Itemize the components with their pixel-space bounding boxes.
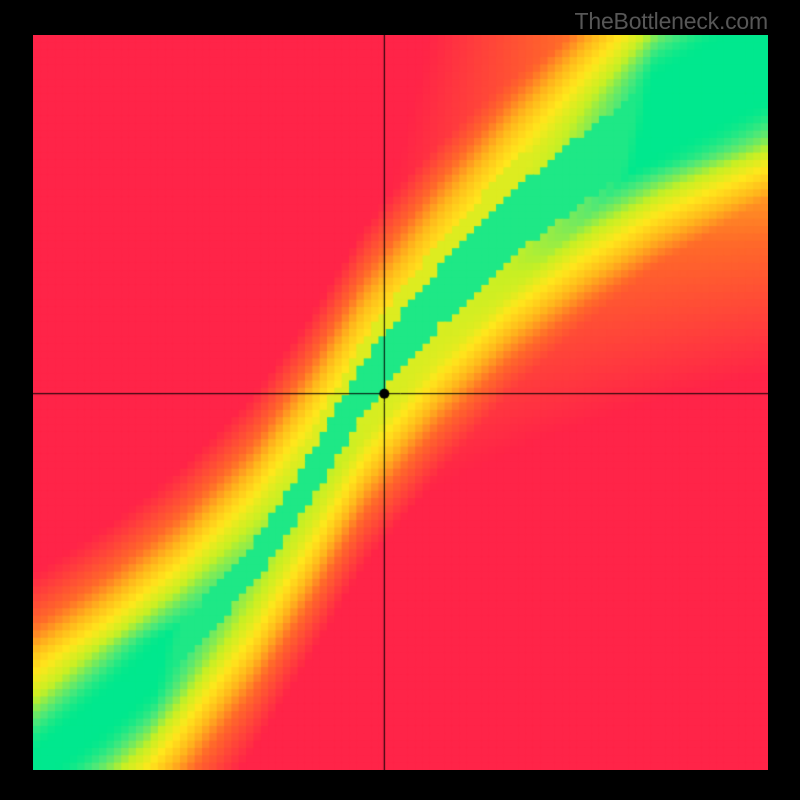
chart-container: TheBottleneck.com <box>0 0 800 800</box>
watermark-text: TheBottleneck.com <box>575 8 768 35</box>
bottleneck-heatmap <box>33 35 768 770</box>
